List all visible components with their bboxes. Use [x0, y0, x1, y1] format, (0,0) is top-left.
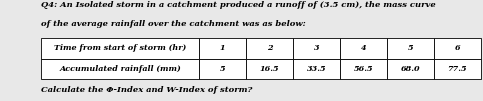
Bar [340, 38, 387, 59]
Bar [293, 38, 340, 59]
Text: 68.0: 68.0 [400, 65, 420, 73]
Bar [246, 59, 293, 79]
Text: 6: 6 [455, 44, 460, 53]
Bar [293, 59, 340, 79]
Bar [41, 59, 199, 79]
Text: 33.5: 33.5 [307, 65, 327, 73]
Bar [199, 38, 246, 59]
Text: 2: 2 [267, 44, 272, 53]
Text: 1: 1 [220, 44, 226, 53]
Text: 16.5: 16.5 [260, 65, 280, 73]
Bar [246, 38, 293, 59]
Text: of the average rainfall over the catchment was as below:: of the average rainfall over the catchme… [41, 20, 306, 28]
Bar [387, 38, 434, 59]
Text: 5: 5 [220, 65, 226, 73]
Text: 5: 5 [408, 44, 413, 53]
Text: Q4: An Isolated storm in a catchment produced a runoff of (3.5 cm), the mass cur: Q4: An Isolated storm in a catchment pro… [41, 1, 436, 9]
Bar [387, 59, 434, 79]
Text: 3: 3 [313, 44, 319, 53]
Bar [199, 59, 246, 79]
Text: Accumulated rainfall (mm): Accumulated rainfall (mm) [59, 65, 181, 73]
Text: 4: 4 [361, 44, 366, 53]
Text: 77.5: 77.5 [447, 65, 467, 73]
Bar [340, 59, 387, 79]
Bar [41, 38, 199, 59]
Bar [434, 38, 481, 59]
Bar [434, 59, 481, 79]
Text: 56.5: 56.5 [354, 65, 373, 73]
Text: Calculate the Φ-Index and W-Index of storm?: Calculate the Φ-Index and W-Index of sto… [41, 86, 253, 94]
Text: Time from start of storm (hr): Time from start of storm (hr) [54, 44, 186, 53]
